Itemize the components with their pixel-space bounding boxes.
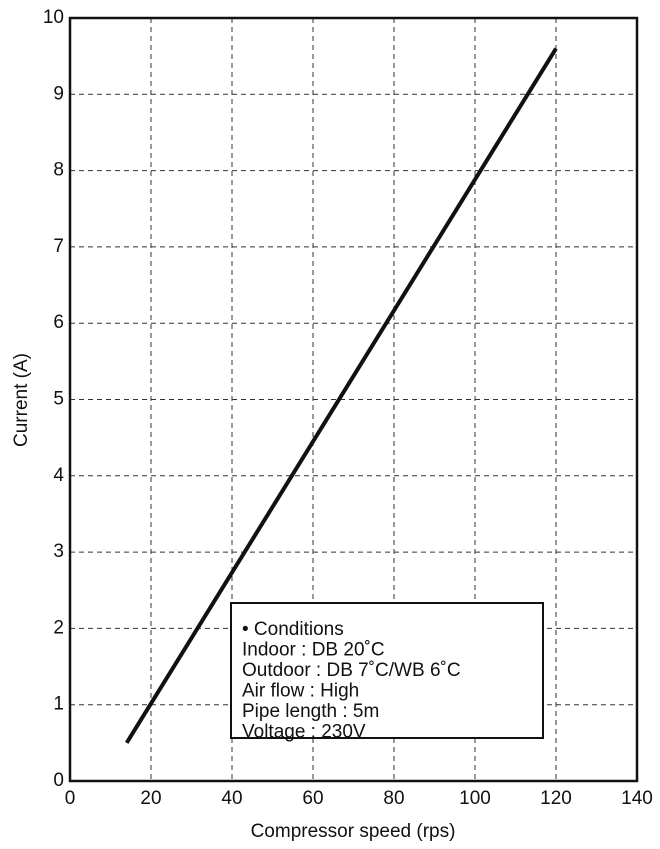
annotation-text: Outdoor : DB 7˚C/WB 6˚C (242, 660, 461, 681)
y-tick-label: 9 (53, 83, 64, 104)
y-axis-label: Current (A) (11, 353, 32, 447)
x-tick-label: 140 (621, 788, 653, 809)
annotation-text: • Conditions (242, 619, 344, 640)
x-tick-label: 80 (383, 788, 404, 809)
plot-frame (68, 16, 639, 783)
data-line (124, 47, 558, 744)
y-tick-label: 10 (43, 7, 64, 28)
x-tick-label: 120 (540, 788, 572, 809)
y-tick-label: 4 (53, 465, 64, 486)
y-tick-label: 8 (53, 160, 64, 181)
x-tick-label: 100 (459, 788, 491, 809)
y-tick-label: 2 (53, 617, 64, 638)
y-tick-label: 0 (53, 770, 64, 791)
annotation-text: Pipe length : 5m (242, 701, 379, 722)
annotation-text: Air flow : High (242, 681, 359, 702)
x-axis-label: Compressor speed (rps) (251, 821, 456, 842)
annotation-text: Voltage : 230V (242, 722, 366, 743)
annotation-text: Indoor : DB 20˚C (242, 640, 385, 661)
x-tick-label: 20 (140, 788, 161, 809)
annotation-box (230, 602, 544, 739)
y-tick-label: 1 (53, 694, 64, 715)
x-tick-label: 40 (221, 788, 242, 809)
x-tick-label: 0 (65, 788, 76, 809)
y-tick-label: 3 (53, 541, 64, 562)
y-tick-label: 5 (53, 389, 64, 410)
x-tick-label: 60 (302, 788, 323, 809)
y-tick-label: 7 (53, 236, 64, 257)
y-tick-label: 6 (53, 312, 64, 333)
